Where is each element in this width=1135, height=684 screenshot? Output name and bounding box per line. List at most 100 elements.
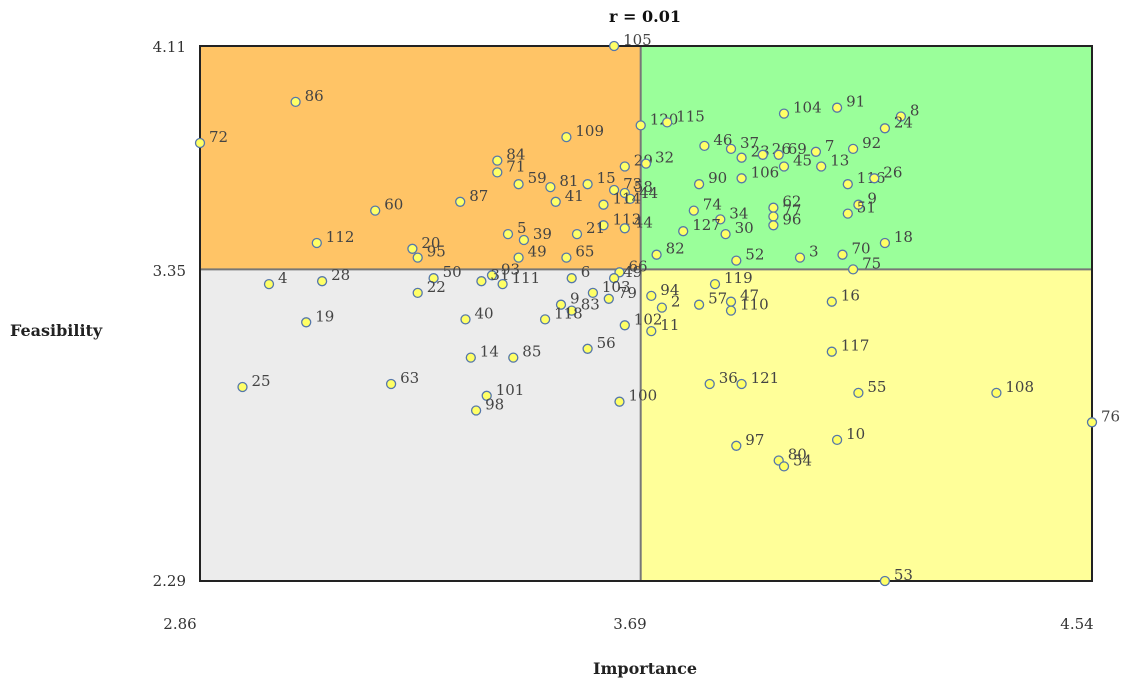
point-label: 105 <box>623 31 652 49</box>
point-label: 26 <box>883 163 902 181</box>
point-label: 7 <box>825 137 835 155</box>
data-point <box>566 273 577 284</box>
data-point <box>508 352 519 363</box>
point-label: 44 <box>634 213 653 231</box>
point-label: 75 <box>862 254 881 272</box>
data-point <box>316 276 328 287</box>
data-point <box>678 226 689 237</box>
data-point <box>831 434 843 446</box>
quadrant-bottom-right <box>640 269 1092 581</box>
data-point <box>704 378 715 390</box>
data-point <box>582 343 593 354</box>
x-tick-left: 2.86 <box>163 615 196 633</box>
data-point <box>879 575 891 587</box>
data-point <box>709 278 721 290</box>
point-label: 118 <box>554 304 583 322</box>
data-point <box>715 214 726 225</box>
data-point <box>481 390 492 401</box>
point-label: 40 <box>475 304 494 322</box>
point-label: 60 <box>384 196 403 214</box>
data-point <box>847 143 859 155</box>
data-point <box>492 155 503 166</box>
point-label: 25 <box>252 372 271 390</box>
data-point <box>794 252 806 263</box>
point-label: 10 <box>846 425 865 443</box>
data-point <box>603 293 614 304</box>
point-label: 58 <box>634 178 653 196</box>
point-label: 34 <box>729 204 748 222</box>
data-point <box>428 273 439 284</box>
y-axis-title: Feasibility <box>10 321 103 340</box>
data-point <box>693 179 705 190</box>
data-point <box>879 237 891 249</box>
point-label: 21 <box>586 219 605 237</box>
point-label: 16 <box>841 287 860 305</box>
data-point <box>497 278 508 290</box>
point-label: 45 <box>793 152 812 170</box>
data-point <box>725 143 737 155</box>
point-label: 41 <box>565 187 584 205</box>
point-label: 54 <box>793 451 812 469</box>
data-point <box>651 249 662 260</box>
data-point <box>731 255 742 266</box>
data-point <box>619 223 630 234</box>
point-label: 73 <box>623 175 642 193</box>
point-label: 96 <box>782 210 801 228</box>
data-point <box>470 405 482 416</box>
data-point <box>869 173 880 184</box>
point-label: 47 <box>740 287 759 305</box>
point-label: 53 <box>894 566 913 584</box>
point-label: 117 <box>841 337 870 355</box>
data-point <box>608 273 620 284</box>
data-point <box>492 167 503 178</box>
quadrant-top-right <box>640 46 1092 270</box>
points-layer: 1058672109120115104918248471463723266979… <box>194 31 1120 587</box>
data-point <box>778 108 790 119</box>
point-label: 50 <box>443 263 462 281</box>
data-point <box>646 290 657 302</box>
data-point <box>646 325 657 337</box>
point-label: 13 <box>830 152 849 170</box>
data-point <box>837 249 848 260</box>
data-point <box>290 96 301 108</box>
point-label: 44 <box>639 184 658 202</box>
data-point <box>879 123 891 134</box>
data-point <box>587 287 599 299</box>
point-label: 101 <box>496 381 525 399</box>
data-point <box>311 237 322 249</box>
point-label: 82 <box>666 240 685 258</box>
data-point <box>619 161 630 172</box>
point-label: 114 <box>613 190 642 208</box>
point-label: 22 <box>427 278 446 296</box>
point-label: 98 <box>485 396 504 414</box>
point-label: 28 <box>331 266 350 284</box>
data-point <box>842 179 853 190</box>
data-point <box>582 179 593 190</box>
y-tick-top: 4.11 <box>153 38 186 56</box>
data-point <box>842 208 853 219</box>
data-point <box>826 296 837 307</box>
data-point <box>407 243 418 254</box>
point-label: 102 <box>634 310 663 328</box>
data-point <box>545 181 556 193</box>
point-label: 121 <box>751 369 780 387</box>
point-label: 66 <box>629 257 648 275</box>
point-label: 92 <box>862 134 881 152</box>
data-point <box>598 220 609 231</box>
point-label: 113 <box>613 210 642 228</box>
data-point <box>895 111 907 122</box>
point-label: 70 <box>852 240 871 258</box>
point-label: 74 <box>703 196 722 214</box>
point-label: 83 <box>581 296 600 314</box>
point-label: 111 <box>512 269 541 287</box>
data-point <box>736 152 747 163</box>
point-label: 55 <box>867 378 886 396</box>
point-label: 57 <box>708 290 727 308</box>
data-point <box>412 287 423 299</box>
point-label: 81 <box>559 172 578 190</box>
point-label: 85 <box>522 343 541 361</box>
point-label: 106 <box>751 163 780 181</box>
data-point <box>486 270 498 281</box>
quadrant-bottom-left <box>200 269 641 581</box>
